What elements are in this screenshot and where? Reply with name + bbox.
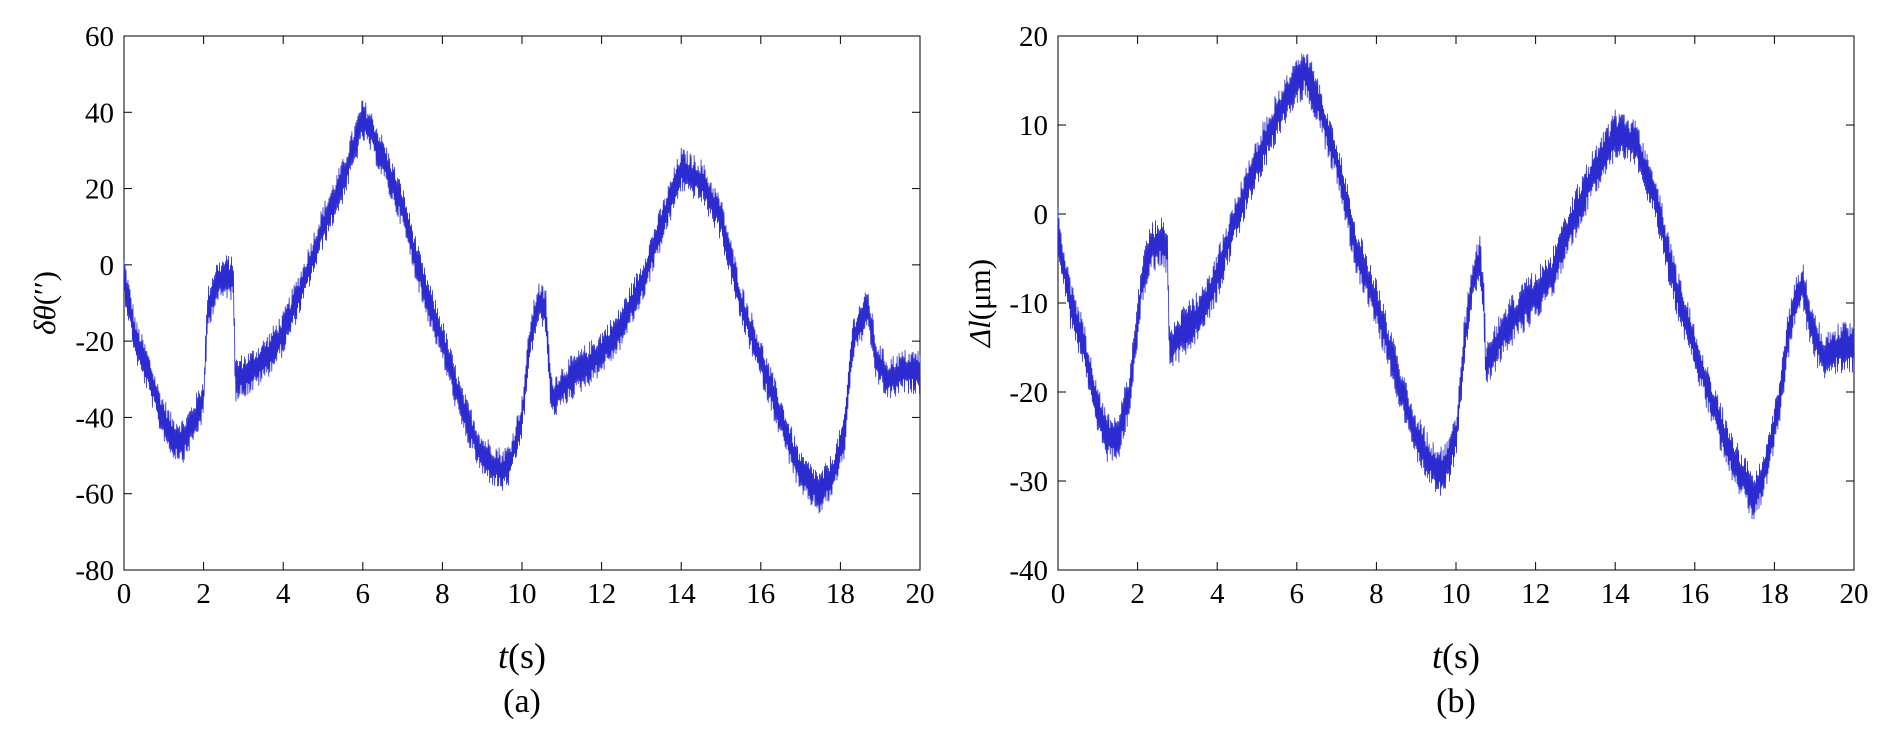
y-axis-label-unit-b: (μm) xyxy=(962,259,997,320)
x-axis-label-symbol-b: t xyxy=(1432,636,1443,676)
y-tick-label: -20 xyxy=(1009,377,1048,409)
panel-caption-b: (b) xyxy=(1436,683,1476,720)
y-axis-label-a: δθ(′′) xyxy=(27,271,62,335)
x-tick-label: 4 xyxy=(1210,578,1225,610)
x-axis-ticks-b: 0 2 4 6 8 10 12 14 16 18 20 xyxy=(1051,36,1869,610)
y-axis-label-b: Δl(μm) xyxy=(962,259,997,349)
y-tick-label: -40 xyxy=(75,402,114,434)
y-tick-label: -20 xyxy=(75,326,114,358)
y-tick-label: -30 xyxy=(1009,466,1048,498)
x-axis-label-unit-b: (s) xyxy=(1442,636,1480,676)
plot-frame-a xyxy=(123,35,921,571)
x-tick-label: 0 xyxy=(1051,578,1066,610)
x-axis-label-unit-a: (s) xyxy=(508,636,546,676)
x-tick-label: 16 xyxy=(1680,578,1709,610)
y-tick-label: -10 xyxy=(1009,288,1048,320)
y-tick-label: -40 xyxy=(1009,555,1048,587)
panel-a: -80 -60 -40 -20 0 20 40 60 0 2 4 6 8 10 12 14 16 18 20 δθ… xyxy=(27,21,935,720)
y-tick-label: -60 xyxy=(75,479,114,511)
x-tick-label: 0 xyxy=(117,578,132,610)
x-tick-label: 10 xyxy=(508,578,537,610)
series-line xyxy=(123,100,921,514)
x-tick-label: 4 xyxy=(276,578,291,610)
x-tick-label: 14 xyxy=(667,578,697,610)
series-line xyxy=(1057,53,1855,520)
y-axis-label-unit-a: (′′) xyxy=(27,271,62,305)
y-tick-label: 20 xyxy=(1019,21,1048,53)
x-axis-label-b: t(s) xyxy=(1432,636,1480,676)
x-tick-label: 8 xyxy=(435,578,450,610)
x-axis-label-a: t(s) xyxy=(498,636,546,676)
x-tick-label: 8 xyxy=(1369,578,1384,610)
y-tick-label: 20 xyxy=(85,174,114,206)
x-axis-ticks-a: 0 2 4 6 8 10 12 14 16 18 20 xyxy=(117,36,935,610)
x-tick-label: 6 xyxy=(1290,578,1305,610)
plot-frame-b xyxy=(1057,35,1855,571)
x-tick-label: 20 xyxy=(1840,578,1869,610)
series-a xyxy=(123,100,921,514)
y-axis-ticks-b: -40 -30 -20 -10 0 10 20 xyxy=(1009,21,1854,587)
y-tick-label: 40 xyxy=(85,97,114,129)
y-axis-ticks-a: -80 -60 -40 -20 0 20 40 60 xyxy=(75,21,920,587)
x-tick-label: 14 xyxy=(1601,578,1631,610)
x-tick-label: 18 xyxy=(1760,578,1789,610)
x-tick-label: 12 xyxy=(1521,578,1550,610)
y-tick-label: 0 xyxy=(1034,199,1049,231)
y-axis-label-symbol-a: δθ xyxy=(27,305,62,335)
x-tick-label: 10 xyxy=(1442,578,1471,610)
x-tick-label: 18 xyxy=(826,578,855,610)
x-axis-label-symbol-a: t xyxy=(498,636,509,676)
y-tick-label: 0 xyxy=(100,250,115,282)
y-tick-label: 10 xyxy=(1019,110,1048,142)
x-tick-label: 16 xyxy=(746,578,775,610)
y-tick-label: -80 xyxy=(75,555,114,587)
series-b xyxy=(1057,53,1855,520)
x-tick-label: 20 xyxy=(906,578,935,610)
y-tick-label: 60 xyxy=(85,21,114,53)
x-tick-label: 2 xyxy=(1130,578,1145,610)
x-tick-label: 12 xyxy=(587,578,616,610)
panel-caption-a: (a) xyxy=(503,683,541,720)
x-tick-label: 2 xyxy=(196,578,211,610)
panel-b: -40 -30 -20 -10 0 10 20 0 2 4 6 8 10 12 14 16 18 20 Δl(μ… xyxy=(962,21,1869,720)
x-tick-label: 6 xyxy=(356,578,371,610)
y-axis-label-symbol-b: Δl xyxy=(962,320,997,349)
